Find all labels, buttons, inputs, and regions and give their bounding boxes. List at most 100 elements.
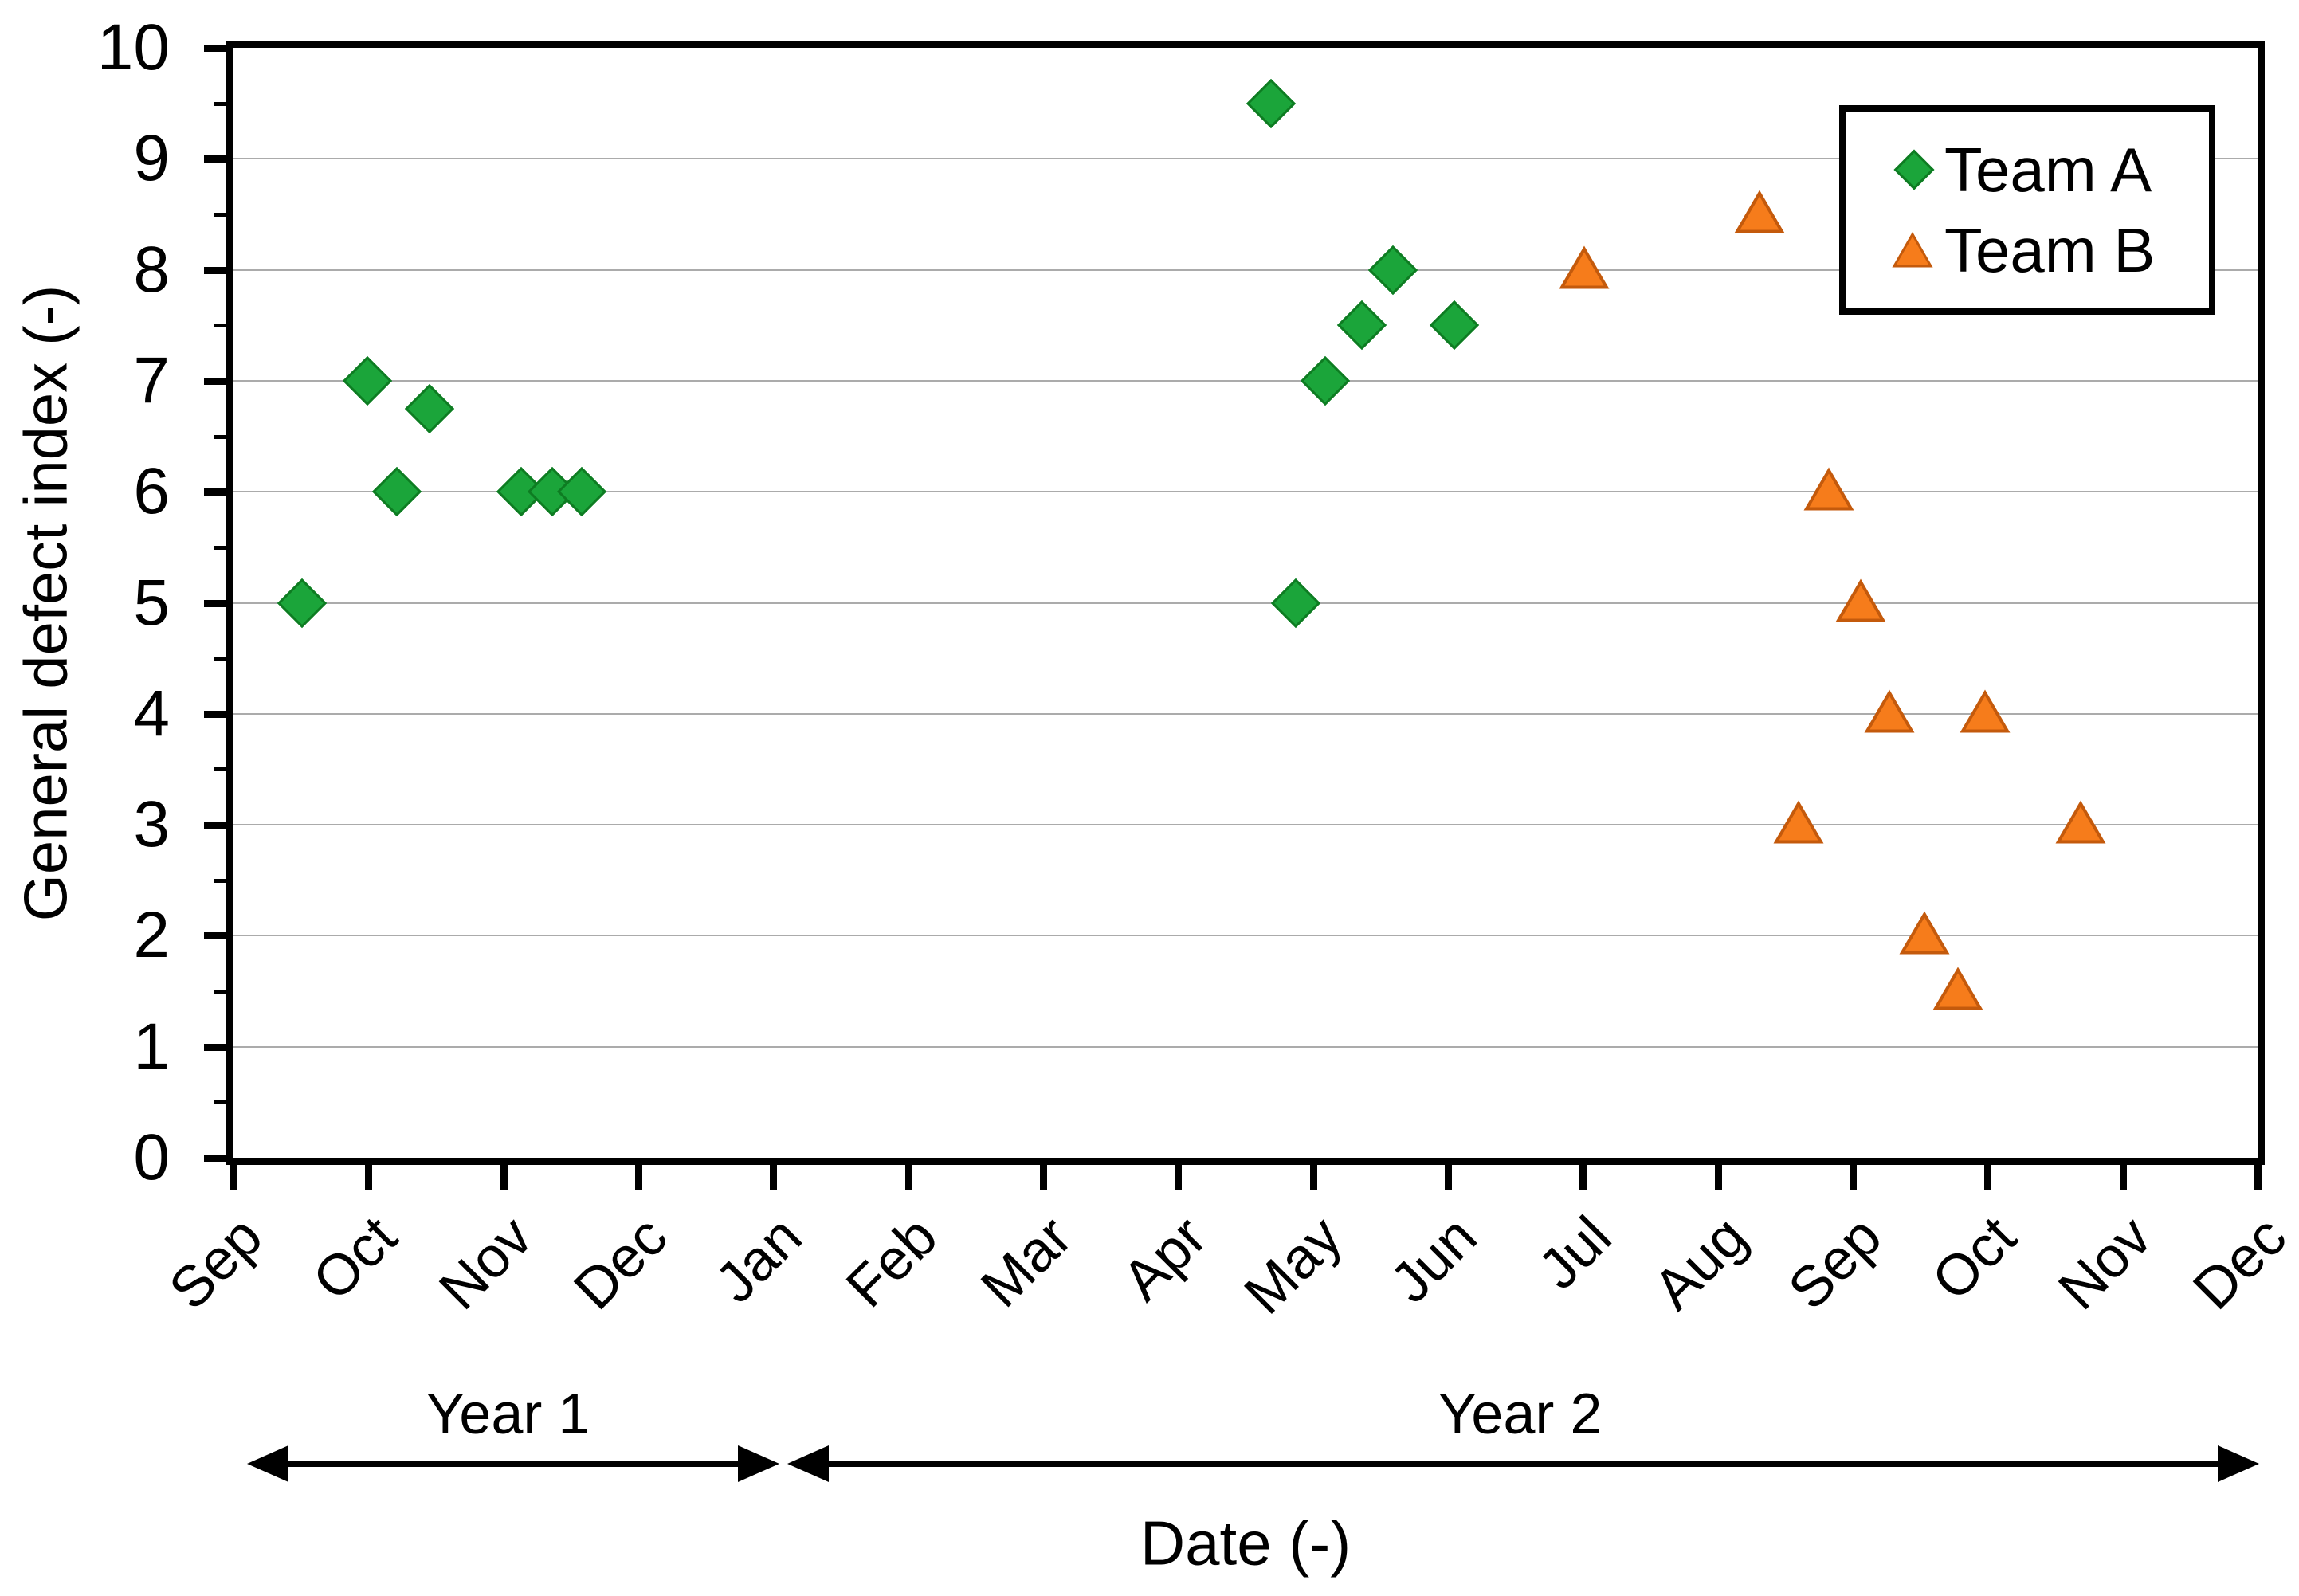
y-tick-label-7: 7 [133,343,170,417]
team-a-point-2 [371,467,422,517]
x-tick-label-jun-9: Jun [1378,1204,1489,1316]
plot-border [226,41,2265,1165]
team-b-point-6 [1899,911,1950,960]
y-minor-tick-0.5 [214,1100,226,1105]
x-tick-label-sep-12: Sep [1776,1204,1894,1322]
x-tick-label-may-8: May [1232,1204,1354,1327]
plot-area: 0 1 2 3 4 5 6 7 8 9 10 Sep Oct Nov Dec Jan Feb Mar Apr May J… [97,12,2298,1327]
x-tick-6 [1040,1165,1047,1190]
x-tick-label-jan-4: Jan [703,1204,814,1316]
x-tick-label-dec-3: Dec [562,1204,680,1322]
diamond-marker [277,578,328,628]
year1-arrow-arrowhead-right-icon [738,1445,780,1482]
team-a-point-9 [1300,355,1351,406]
x-tick-label-dec-15: Dec [2181,1204,2299,1322]
team-b-point-9 [2055,800,2106,849]
y-tick-1 [204,1043,226,1051]
x-tick-label-mar-6: Mar [969,1204,1085,1320]
gridline-y-6 [233,491,2258,493]
x-tick-13 [1984,1165,1992,1190]
x-tick-label-oct-13: Oct [1920,1204,2029,1313]
team-a-point-0 [277,578,328,628]
year1-label: Year 1 [426,1382,590,1446]
x-tick-label-feb-5: Feb [834,1204,949,1320]
y-tick-7 [204,377,226,385]
diamond-marker [342,355,392,406]
legend-label: Team A [1944,134,2152,205]
x-tick-label-nov-2: Nov [426,1204,544,1322]
x-tick-2 [500,1165,508,1190]
y-minor-tick-6.5 [214,434,226,439]
y-tick-5 [204,599,226,607]
x-tick-14 [2119,1165,2127,1190]
diamond-marker [1300,355,1351,406]
x-tick-label-jul-10: Jul [1526,1204,1624,1302]
y-tick-label-1: 1 [133,1010,170,1083]
x-tick-4 [770,1165,778,1190]
y-tick-3 [204,822,226,829]
team-a-point-11 [1367,245,1418,295]
team-b-point-3 [1803,467,1854,516]
team-a-point-7 [1246,78,1297,128]
team-a-point-8 [1270,578,1320,628]
gridline-y-1 [233,1045,2258,1048]
legend: Team A Team B [1839,105,2215,315]
year2-label: Year 2 [1438,1382,1603,1446]
x-tick-8 [1309,1165,1317,1190]
y-tick-label-9: 9 [133,122,170,195]
gridline-y-3 [233,824,2258,826]
y-tick-label-2: 2 [133,899,170,972]
x-tick-0 [230,1165,237,1190]
x-tick-15 [2254,1165,2262,1190]
gridline-y-2 [233,935,2258,937]
x-tick-label-aug-11: Aug [1641,1204,1759,1322]
y-tick-label-10: 10 [96,11,170,84]
x-tick-label-oct-1: Oct [300,1204,410,1313]
y-minor-tick-4.5 [214,657,226,661]
year2-arrow-arrowhead-left-icon [787,1445,830,1482]
team-b-point-5 [1864,689,1915,738]
diamond-marker [1270,578,1320,628]
team-a-point-12 [1430,300,1480,351]
gridline-y-7 [233,379,2258,382]
y-minor-tick-7.5 [214,324,226,328]
y-tick-label-8: 8 [133,233,170,306]
y-minor-tick-3.5 [214,767,226,772]
y-tick-label-5: 5 [133,566,170,639]
x-tick-label-apr-7: Apr [1110,1204,1219,1313]
legend-item-team-b: Team B [1846,219,2209,281]
y-tick-8 [204,266,226,274]
year2-arrow-arrowhead-right-icon [2218,1445,2259,1482]
x-tick-9 [1445,1165,1452,1190]
team-b-point-7 [1932,967,1983,1016]
diamond-marker [1367,245,1418,295]
team-b-point-2 [1773,800,1824,849]
team-b-point-8 [1960,689,2011,738]
y-tick-label-0: 0 [133,1121,170,1194]
y-tick-9 [204,155,226,163]
team-a-point-10 [1336,300,1387,351]
team-a-point-3 [404,383,454,433]
legend-label: Team B [1944,215,2156,286]
y-tick-label-4: 4 [133,676,170,750]
diamond-marker [556,467,606,517]
team-b-point-0 [1559,245,1610,294]
x-tick-3 [635,1165,642,1190]
year1-arrow-line [279,1461,748,1467]
team-b-point-4 [1835,578,1886,627]
x-tick-label-sep-0: Sep [157,1204,275,1322]
gridline-y-5 [233,602,2258,604]
x-tick-label-nov-14: Nov [2046,1204,2164,1322]
y-tick-6 [204,488,226,496]
x-tick-1 [365,1165,373,1190]
team-b-point-1 [1734,190,1785,238]
diamond-marker [404,383,454,433]
diamond-marker [1430,300,1480,351]
y-tick-label-6: 6 [133,455,170,528]
x-tick-5 [904,1165,912,1190]
gridline-y-4 [233,712,2258,715]
y-minor-tick-2.5 [214,878,226,883]
gridline-y-8 [233,269,2258,271]
y-minor-tick-5.5 [214,545,226,550]
